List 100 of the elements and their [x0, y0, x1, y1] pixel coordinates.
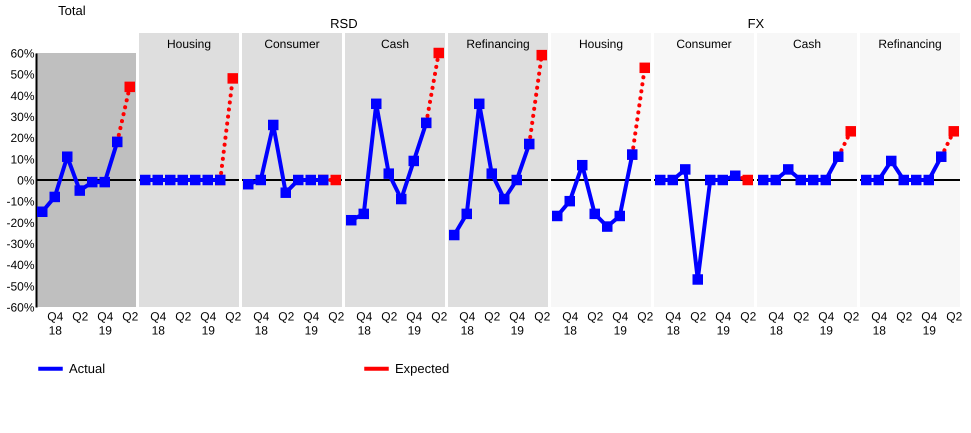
y-tick-label: -50% [6, 279, 35, 294]
y-tick-label: -30% [6, 237, 35, 251]
y-tick-label: 10% [10, 152, 35, 166]
chart-title: Housing [166, 37, 212, 51]
point [886, 156, 896, 166]
point [499, 194, 510, 204]
x-tick-label: Q4 18 [459, 310, 476, 338]
point [474, 98, 484, 110]
point [536, 50, 547, 60]
x-tick-label: Q2 [793, 310, 810, 324]
chart-title: Total [58, 3, 86, 18]
point [512, 174, 522, 186]
x-tick-label: Q4 19 [509, 310, 526, 338]
point [256, 174, 266, 186]
x-tick-label: Q4 19 [200, 310, 217, 338]
point [911, 174, 922, 186]
point [564, 196, 575, 206]
point [861, 174, 872, 186]
x-tick-label: Q4 18 [562, 310, 579, 338]
x-tick-label: Q4 19 [612, 310, 629, 338]
x-tick-label: Q4 19 [715, 310, 732, 338]
point [655, 174, 666, 186]
point [62, 151, 72, 162]
point [37, 206, 48, 217]
point [820, 174, 831, 186]
x-tick-label: Q2 [175, 310, 192, 324]
text: FX [748, 16, 765, 31]
y-tick-label: 20% [10, 131, 35, 146]
x-tick-label: Q2 [381, 310, 398, 324]
point [371, 98, 382, 110]
chart-title: Cash [792, 37, 822, 51]
x-tick-label: Q2 [587, 310, 604, 324]
x-tick-label: Q2 [484, 310, 501, 324]
y-tick-label: 30% [10, 110, 35, 124]
x-tick-label: Q4 18 [871, 310, 888, 338]
x-tick-label: Q4 18 [665, 310, 682, 338]
x-tick-label: Q2 [946, 310, 963, 324]
y-tick-label: 0% [17, 174, 35, 188]
x-tick-label: Q4 19 [97, 310, 114, 338]
chart-title: Refinancing [878, 37, 942, 51]
chart-title: Housing [578, 37, 624, 51]
point [306, 174, 316, 186]
x-tick-label: Q4 18 [356, 310, 373, 338]
point [462, 208, 472, 220]
point [268, 120, 278, 130]
point [280, 187, 291, 198]
chart-title: Consumer [676, 37, 732, 51]
point [846, 126, 856, 137]
point [602, 221, 612, 232]
point [293, 174, 304, 186]
chart-title: Cash [380, 37, 410, 51]
point [796, 174, 806, 186]
x-tick-label: Q4 19 [921, 310, 938, 338]
y-tick-label: 50% [10, 68, 35, 82]
x-tick-label: Q2 [122, 310, 139, 324]
point [692, 274, 703, 285]
point [552, 210, 562, 222]
x-tick-label: Q2 [896, 310, 913, 324]
point [742, 174, 753, 186]
legend-label: Expected [395, 360, 450, 376]
point [718, 174, 728, 186]
point [243, 178, 254, 190]
x-tick-label: Q2 [278, 310, 295, 324]
x-tick-label: Q2 [431, 310, 448, 324]
y-tick-label: -60% [6, 300, 35, 314]
point [434, 48, 444, 58]
point [924, 174, 934, 186]
point [449, 230, 460, 240]
x-tick-label: Q4 19 [818, 310, 835, 338]
point [330, 174, 341, 186]
point [680, 164, 690, 175]
y-tick-label: 40% [10, 88, 35, 103]
point [396, 194, 406, 204]
point [577, 160, 588, 170]
x-tick-label: Q2 [740, 310, 757, 324]
point [874, 174, 884, 186]
point [668, 174, 678, 186]
text: RSD [330, 16, 358, 31]
y-tick-label: -20% [6, 216, 35, 230]
point [486, 168, 497, 179]
point [358, 208, 369, 220]
x-tick-label: Q2 [843, 310, 860, 324]
y-tick-label: -10% [6, 194, 35, 209]
point [50, 192, 60, 202]
point [808, 174, 818, 186]
point [770, 174, 781, 186]
chart-title: Refinancing [466, 37, 530, 51]
point [100, 176, 110, 188]
point [346, 214, 356, 226]
x-tick-label: Q4 19 [406, 310, 423, 338]
point [640, 62, 650, 74]
point [590, 208, 600, 220]
point [705, 174, 716, 186]
x-tick-label: Q2 [72, 310, 89, 324]
point [783, 164, 794, 175]
x-tick-label: Q4 19 [303, 310, 320, 338]
point [74, 185, 85, 196]
x-tick-label: Q4 18 [253, 310, 270, 338]
point [384, 168, 394, 179]
x-tick-label: Q2 [534, 310, 551, 324]
